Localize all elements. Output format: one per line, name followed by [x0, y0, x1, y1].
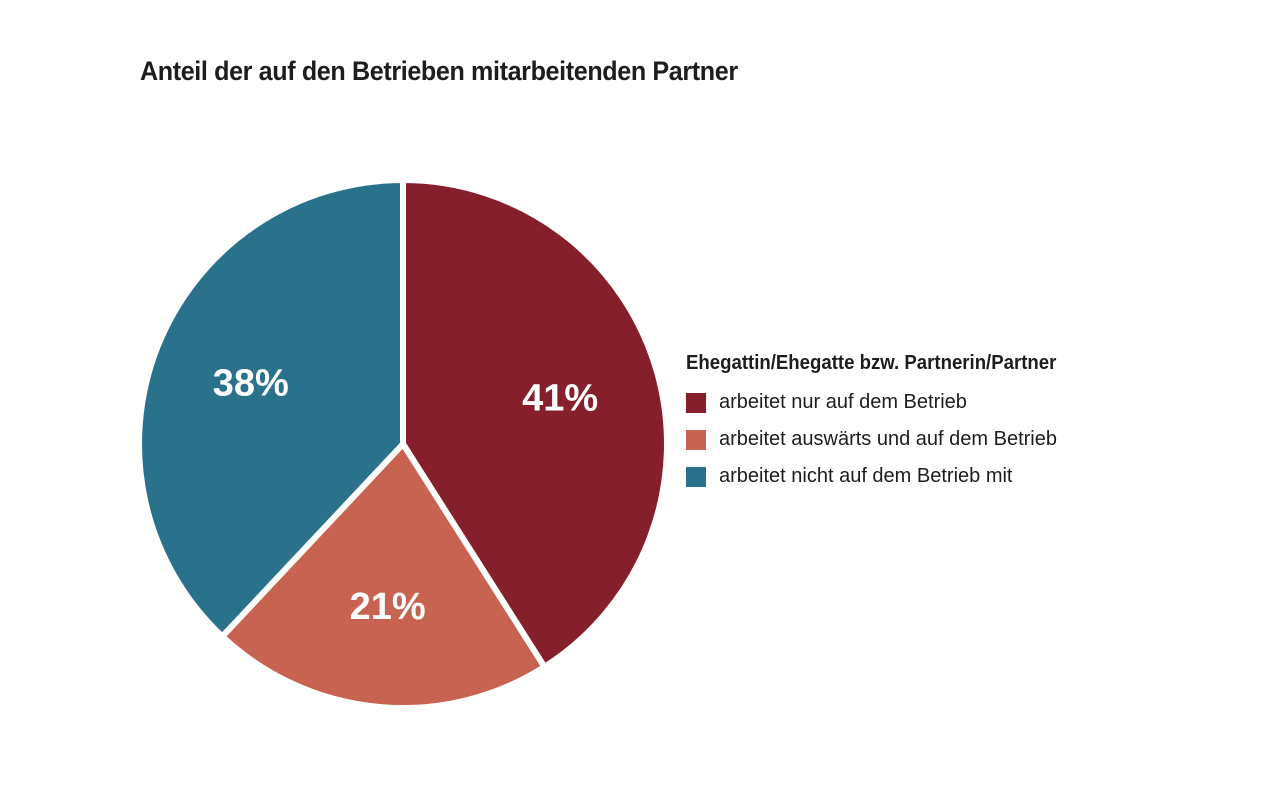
legend-item-nicht-betrieb: arbeitet nicht auf dem Betrieb mit — [686, 458, 1084, 495]
legend-label: arbeitet auswärts und auf dem Betrieb — [719, 428, 1057, 450]
legend-label: arbeitet nicht auf dem Betrieb mit — [719, 465, 1013, 487]
legend: Ehegattin/Ehegatte bzw. Partnerin/Partne… — [686, 352, 1084, 495]
pie-slice-value-label: 41% — [522, 377, 598, 419]
pie-slice-labels: 41% 21% 38% — [213, 363, 598, 628]
pie-slice-nicht-betrieb — [136, 177, 406, 640]
legend-swatch — [686, 392, 706, 413]
pie-slice-value-label: 38% — [213, 363, 289, 405]
legend-swatch — [686, 466, 706, 487]
legend-item-nur-betrieb: arbeitet nur auf dem Betrieb — [686, 384, 1084, 421]
pie-slice-auswaerts-und-betrieb — [219, 441, 548, 711]
pie-slices — [136, 177, 670, 711]
chart-title: Anteil der auf den Betrieben mitarbeiten… — [140, 56, 738, 86]
pie-slice-value-label: 21% — [350, 586, 426, 628]
legend-swatch — [686, 429, 706, 450]
legend-label: arbeitet nur auf dem Betrieb — [719, 391, 967, 413]
legend-title: Ehegattin/Ehegatte bzw. Partnerin/Partne… — [686, 352, 1057, 374]
legend-item-auswaerts-und-betrieb: arbeitet auswärts und auf dem Betrieb — [686, 421, 1084, 458]
